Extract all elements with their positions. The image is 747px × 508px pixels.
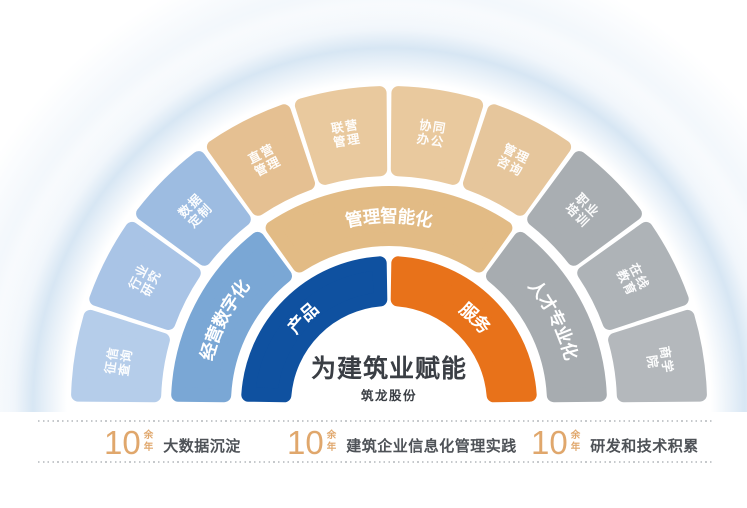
stat-unit: 余 年 <box>571 430 581 454</box>
stat-label: 大数据沉淀 <box>163 438 241 455</box>
stat-unit-top: 余 <box>326 430 337 441</box>
dotted-divider-bottom <box>38 461 714 463</box>
middle-segment-经营数字化 <box>171 231 292 403</box>
middle-segment-管理智能化 <box>265 186 513 273</box>
stat-value: 10 <box>104 424 141 461</box>
outer-segment-商学院 <box>608 309 707 403</box>
middle-segment-人才专业化 <box>486 231 607 403</box>
center-subtitle: 筑龙股份 <box>360 389 417 403</box>
stat-unit-top: 余 <box>570 430 581 441</box>
outer-segment-联营管理 <box>294 86 388 185</box>
outer-segment-征信查询 <box>71 309 170 403</box>
outer-segment-协同办公 <box>390 86 484 185</box>
stat-rnd: 10 余 年 研发和技术积累 <box>531 424 699 461</box>
stat-value: 10 <box>287 424 324 461</box>
dotted-divider-top <box>38 420 714 422</box>
outer-segment-直营管理 <box>206 104 315 216</box>
inner-segment-产品 <box>241 256 388 403</box>
outer-segment-label: 征信查询 <box>102 345 135 378</box>
ring-label-char: 管 <box>344 208 365 231</box>
outer-segment-label: 协同办公 <box>416 117 448 150</box>
ring-label-char: 能 <box>397 206 417 228</box>
ring-label-char: 智 <box>380 206 398 226</box>
ring-label-char: 理 <box>362 206 382 228</box>
inner-segment-服务 <box>390 256 537 403</box>
ring-label-char: 业 <box>551 323 576 347</box>
stat-info-management: 10 余 年 建筑企业信息化管理实践 <box>287 424 517 461</box>
stat-unit-bottom: 年 <box>143 441 154 453</box>
stat-unit-bottom: 年 <box>326 441 337 453</box>
center-title: 为建筑业赋能 <box>310 355 467 383</box>
outer-segment-职业培训 <box>527 151 642 266</box>
outer-segment-管理咨询 <box>463 104 572 216</box>
stat-unit: 余 年 <box>144 430 154 454</box>
center-text-block: 为建筑业赋能 筑龙股份 <box>269 355 509 404</box>
stat-label: 建筑企业信息化管理实践 <box>346 438 517 455</box>
outer-segment-label: 联营管理 <box>330 117 362 150</box>
outer-segment-label: 商学院 <box>643 345 676 377</box>
stat-value: 10 <box>531 424 568 461</box>
ring-label-char: 化 <box>557 340 581 363</box>
stat-unit-top: 余 <box>143 430 154 441</box>
ring-label-char: 经 <box>197 340 221 363</box>
stat-unit: 余 年 <box>327 430 337 454</box>
stat-label: 研发和技术积累 <box>590 438 699 455</box>
ring-label-char: 营 <box>202 323 227 347</box>
stat-big-data: 10 余 年 大数据沉淀 <box>104 424 241 461</box>
ring-label-char: 化 <box>413 208 434 231</box>
outer-segment-行业研究 <box>89 221 201 330</box>
outer-segment-数据定制 <box>136 151 251 266</box>
outer-segment-在线教育 <box>577 221 689 330</box>
stat-unit-bottom: 年 <box>570 441 581 453</box>
